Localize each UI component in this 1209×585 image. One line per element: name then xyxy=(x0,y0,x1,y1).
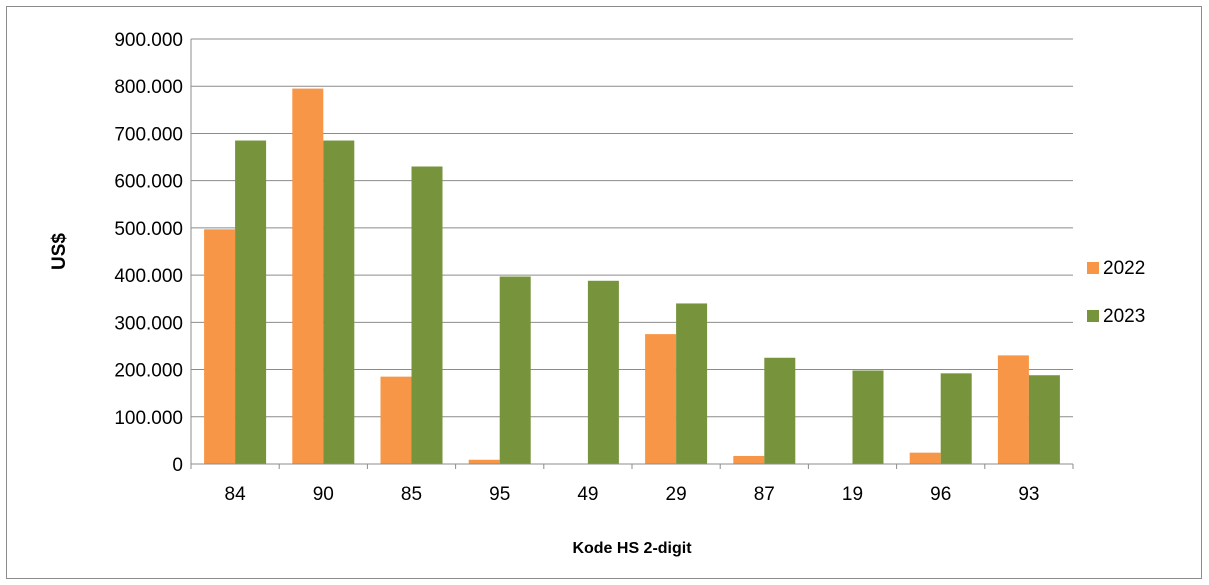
y-tick-label: 0 xyxy=(172,455,183,476)
bar-2023-49 xyxy=(588,281,619,464)
x-tick-labels: 84 90 85 95 49 29 87 19 96 93 xyxy=(225,484,1040,505)
chart-frame: 0 100.000 200.000 300.000 400.000 500.000 600.… xyxy=(6,6,1202,579)
bar-2022-87 xyxy=(733,456,764,464)
bar-2022-29 xyxy=(645,334,676,464)
bar-2023-95 xyxy=(500,277,531,464)
x-tick-label: 29 xyxy=(666,484,687,505)
x-tick-label: 96 xyxy=(930,484,951,505)
x-tick-label: 95 xyxy=(489,484,510,505)
bar-chart: 0 100.000 200.000 300.000 400.000 500.000 600.… xyxy=(7,7,1203,580)
y-tick-label: 300.000 xyxy=(114,313,183,334)
bar-2023-84 xyxy=(235,141,266,464)
x-tick-label: 93 xyxy=(1018,484,1039,505)
x-tick-label: 49 xyxy=(577,484,598,505)
y-tick-label: 600.000 xyxy=(114,172,183,193)
y-axis-title: US$ xyxy=(49,233,70,270)
y-tick-label: 700.000 xyxy=(114,124,183,145)
bar-2022-93 xyxy=(998,355,1029,464)
legend-label-2022: 2022 xyxy=(1103,258,1145,279)
y-tick-label: 400.000 xyxy=(114,266,183,287)
legend-label-2023: 2023 xyxy=(1103,306,1145,327)
bar-2022-96 xyxy=(910,453,941,464)
x-tick-label: 19 xyxy=(842,484,863,505)
bars xyxy=(204,89,1060,464)
x-tick-label: 85 xyxy=(401,484,422,505)
bar-2022-84 xyxy=(204,229,235,464)
x-tick-label: 84 xyxy=(225,484,247,505)
y-tick-label: 900.000 xyxy=(114,30,183,51)
y-tick-label: 100.000 xyxy=(114,408,183,429)
x-tick-label: 90 xyxy=(313,484,334,505)
legend-swatch-2023 xyxy=(1087,310,1099,322)
bar-2023-93 xyxy=(1029,375,1060,464)
bar-2022-95 xyxy=(469,460,500,464)
y-tick-label: 800.000 xyxy=(114,77,183,98)
legend: 2022 2023 xyxy=(1087,258,1145,327)
bar-2023-96 xyxy=(941,373,972,464)
y-tick-label: 200.000 xyxy=(114,361,183,382)
bar-2023-87 xyxy=(764,358,795,464)
bar-2022-85 xyxy=(381,377,412,464)
bar-2023-85 xyxy=(412,167,443,465)
bar-2022-90 xyxy=(292,89,323,464)
y-tick-label: 500.000 xyxy=(114,219,183,240)
x-axis-title: Kode HS 2-digit xyxy=(572,540,692,557)
y-tick-labels: 0 100.000 200.000 300.000 400.000 500.000 600.… xyxy=(114,30,183,476)
bar-2023-19 xyxy=(853,371,884,465)
bar-2023-29 xyxy=(676,303,707,464)
bar-2023-90 xyxy=(323,141,354,464)
x-tick-label: 87 xyxy=(754,484,775,505)
legend-swatch-2022 xyxy=(1087,262,1099,274)
